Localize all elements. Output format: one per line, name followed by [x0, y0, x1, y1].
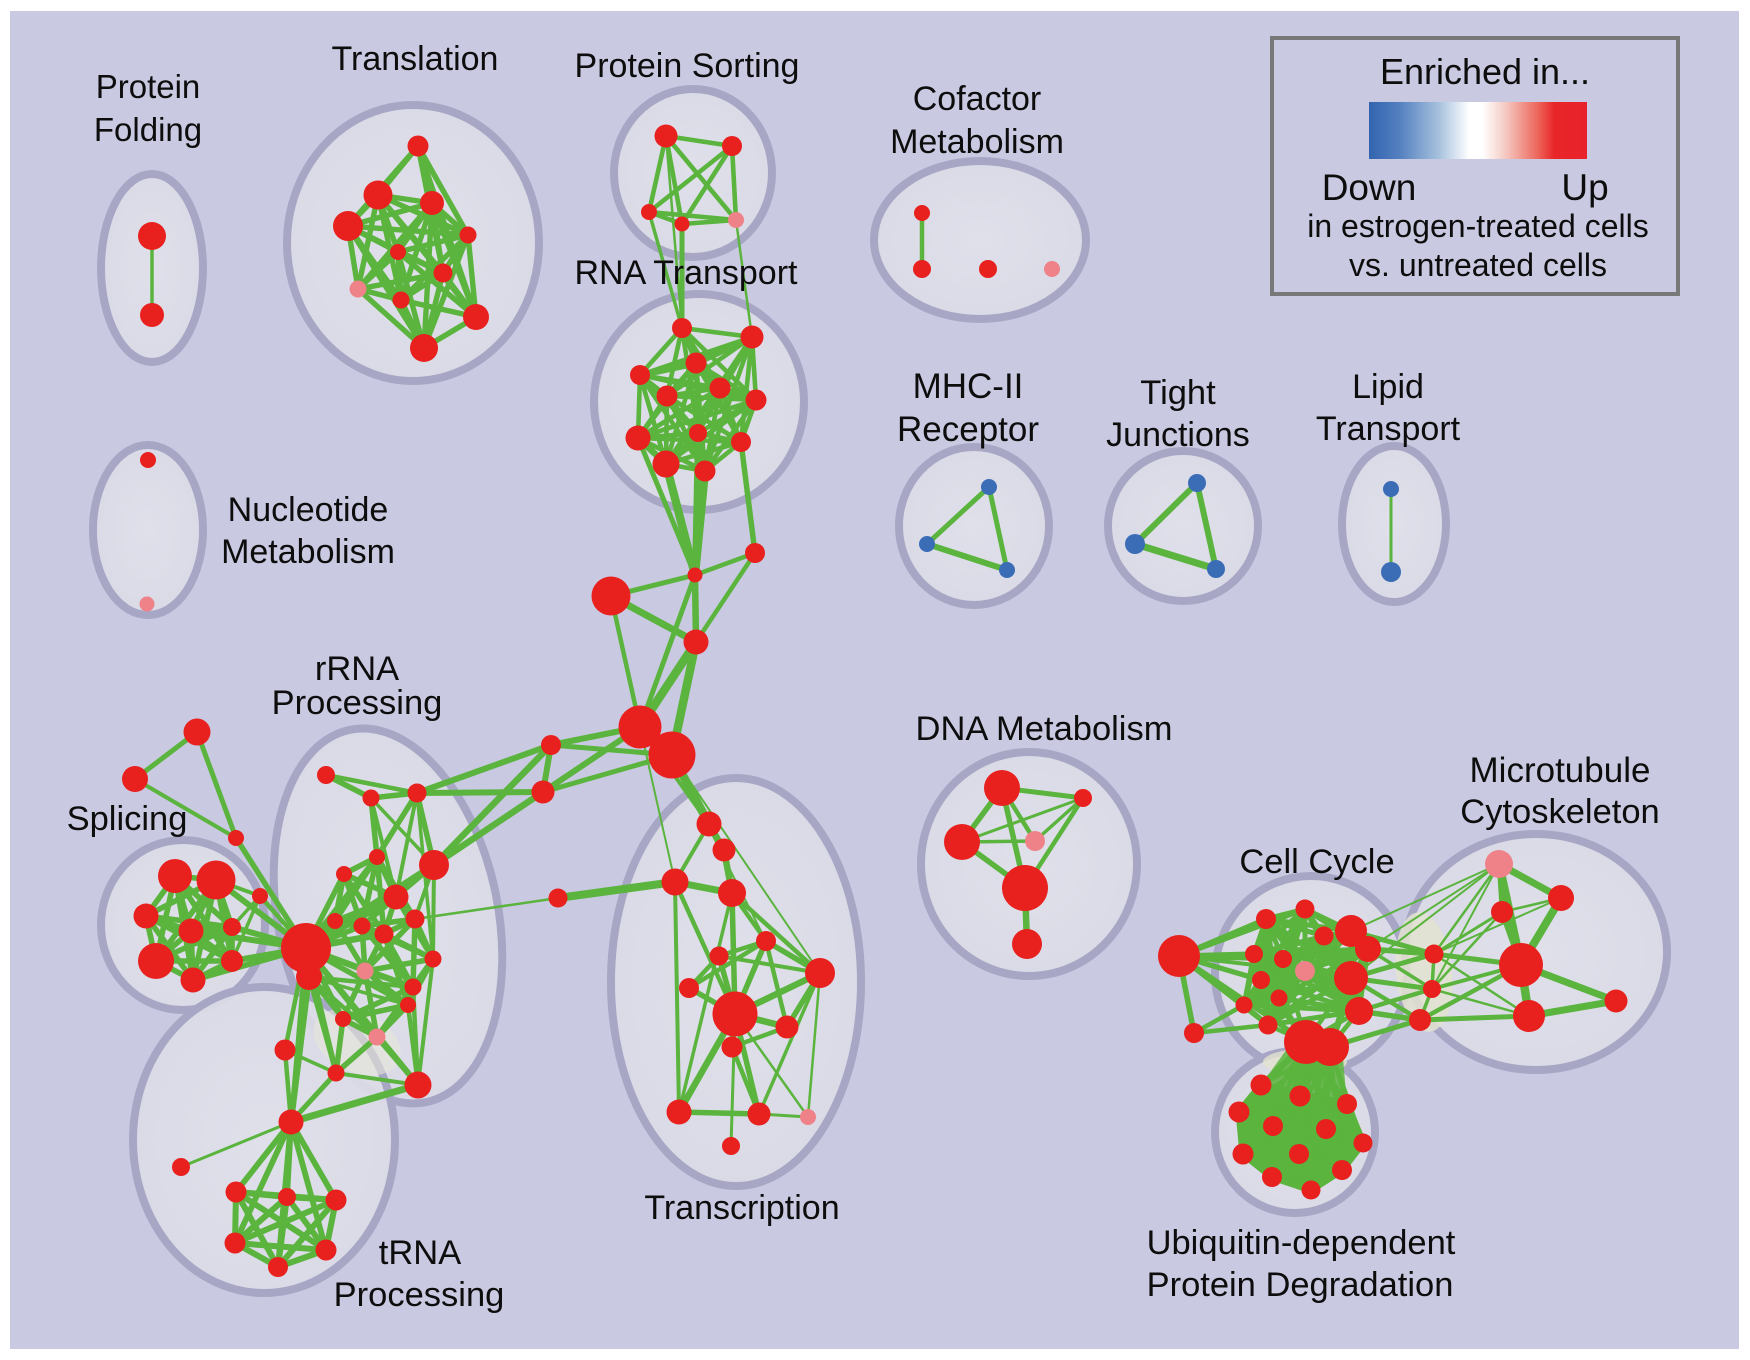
svg-text:DNA Metabolism: DNA Metabolism [916, 710, 1173, 748]
svg-text:Down: Down [1322, 167, 1417, 208]
svg-text:Microtubule: Microtubule [1470, 751, 1651, 790]
svg-text:Ubiquitin-dependent: Ubiquitin-dependent [1147, 1224, 1456, 1262]
svg-text:Lipid: Lipid [1352, 368, 1424, 406]
svg-text:Transcription: Transcription [644, 1189, 839, 1227]
svg-text:Junctions: Junctions [1106, 416, 1250, 454]
svg-text:Cytoskeleton: Cytoskeleton [1460, 793, 1659, 831]
svg-text:Protein: Protein [96, 68, 201, 105]
svg-text:vs. untreated cells: vs. untreated cells [1349, 247, 1607, 283]
svg-text:Metabolism: Metabolism [221, 533, 395, 571]
svg-text:Translation: Translation [332, 40, 499, 78]
svg-text:Cell Cycle: Cell Cycle [1239, 843, 1394, 881]
svg-text:rRNA: rRNA [315, 650, 399, 688]
svg-text:Protein Degradation: Protein Degradation [1147, 1266, 1454, 1304]
svg-text:Metabolism: Metabolism [890, 123, 1064, 161]
svg-text:Folding: Folding [94, 111, 202, 148]
svg-text:RNA Transport: RNA Transport [575, 254, 799, 292]
svg-text:Processing: Processing [272, 684, 443, 722]
svg-text:Transport: Transport [1316, 410, 1461, 448]
svg-text:Processing: Processing [334, 1276, 505, 1314]
svg-text:Enriched in...: Enriched in... [1380, 51, 1590, 92]
svg-text:Nucleotide: Nucleotide [228, 491, 389, 529]
svg-text:MHC-II: MHC-II [913, 367, 1024, 406]
svg-text:Tight: Tight [1140, 374, 1216, 412]
svg-text:Up: Up [1561, 167, 1608, 208]
svg-text:Splicing: Splicing [67, 800, 188, 838]
svg-text:Protein Sorting: Protein Sorting [575, 47, 800, 85]
svg-text:tRNA: tRNA [379, 1234, 461, 1272]
svg-text:Cofactor: Cofactor [913, 80, 1042, 118]
svg-text:in estrogen-treated cells: in estrogen-treated cells [1307, 208, 1649, 244]
svg-text:Receptor: Receptor [897, 410, 1039, 449]
